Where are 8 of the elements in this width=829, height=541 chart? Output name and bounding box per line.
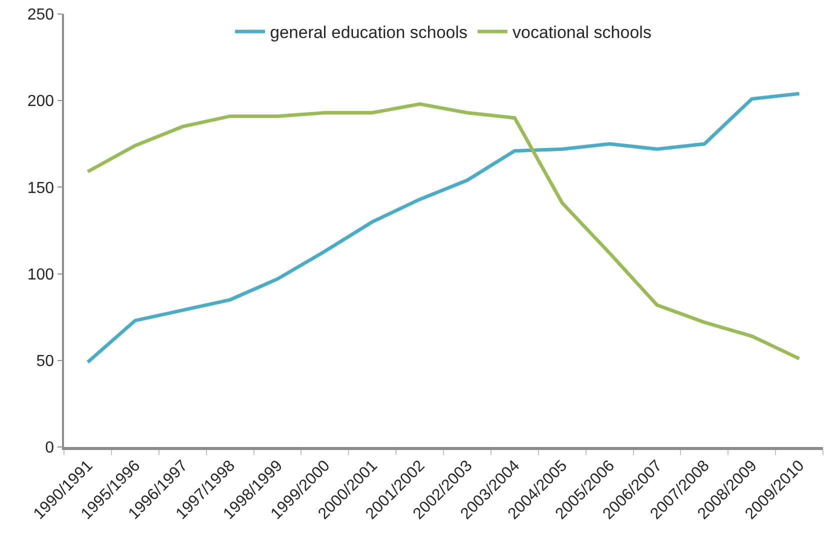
legend-label: general education schools (270, 23, 468, 42)
y-tick-label: 0 (45, 440, 54, 457)
y-tick-label: 250 (27, 6, 54, 24)
y-tick-label: 100 (27, 266, 54, 284)
y-tick-label: 200 (27, 93, 54, 110)
legend-label: vocational schools (512, 23, 652, 42)
y-tick-label: 150 (27, 180, 54, 197)
y-tick-label: 50 (36, 353, 54, 370)
